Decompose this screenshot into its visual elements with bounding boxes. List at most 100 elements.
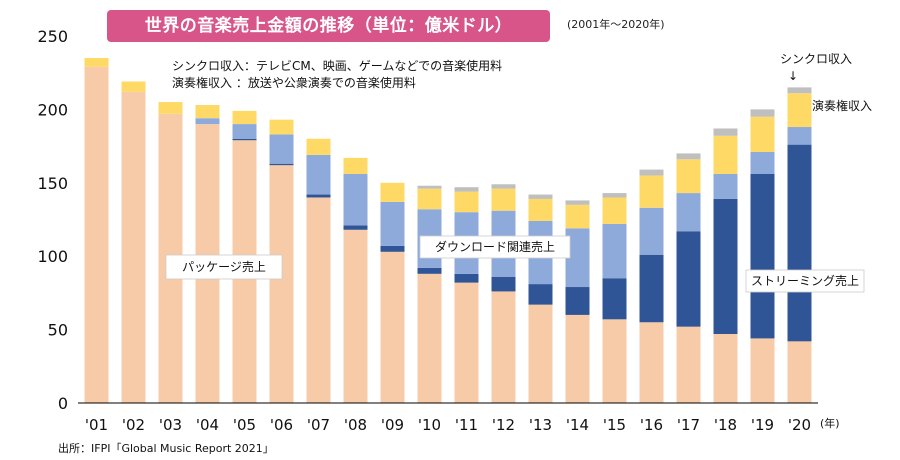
definition-performance: 演奏権収入 ：放送や公衆演奏での音楽使用料 [172, 76, 416, 90]
bar-segment-performance [565, 204, 590, 229]
annotation-sync: シンクロ収入 [780, 52, 852, 66]
annotation-download: ダウンロード関連売上 [435, 239, 555, 254]
definition-sync: シンクロ収入：テレビCM、映画、ゲームなどでの音楽使用料 [172, 59, 503, 73]
bar-segment-sync [602, 193, 627, 198]
bar-segment-performance [750, 116, 775, 152]
bar-segment-download [195, 118, 220, 125]
x-tick-label: '19 [751, 416, 774, 434]
y-tick-label: 50 [48, 321, 68, 340]
bar-segment-performance [306, 138, 331, 155]
bar-segment-package [343, 229, 368, 403]
bar-segment-package [528, 304, 553, 403]
x-tick-label: '05 [233, 416, 256, 434]
bar-segment-sync [639, 169, 664, 176]
bar-segment-performance [528, 198, 553, 221]
bar-segment-performance [195, 104, 220, 119]
bar-segment-package [491, 291, 516, 403]
bar-segment-performance [787, 93, 812, 128]
bar-segment-download [639, 207, 664, 255]
bar-segment-package [750, 338, 775, 403]
bar-segment-streaming [787, 144, 812, 342]
bar-segment-package [84, 66, 109, 403]
x-tick-label: '14 [566, 416, 589, 434]
x-tick-label: '09 [381, 416, 404, 434]
bar-segment-package [306, 197, 331, 403]
annotation-download-box [419, 235, 571, 259]
annotation-sync-arrow: ↓ [788, 69, 798, 83]
bar-segment-streaming [343, 225, 368, 230]
bar-segment-streaming [380, 245, 405, 252]
bar-segment-performance [491, 188, 516, 211]
annotation-streaming: ストリーミング売上 [751, 273, 859, 288]
bar-segment-performance [269, 119, 294, 135]
y-tick-label: 100 [37, 247, 68, 266]
bar-segment-sync [417, 185, 442, 189]
bar-segment-performance [639, 175, 664, 208]
x-tick-label: '10 [418, 416, 441, 434]
x-tick-label: '17 [677, 416, 700, 434]
x-tick-label: '07 [307, 416, 330, 434]
y-tick-label: 200 [37, 100, 68, 119]
x-tick-label: '13 [529, 416, 552, 434]
bar-segment-streaming [565, 287, 590, 315]
bar-segment-streaming [602, 278, 627, 320]
bar-segment-sync [713, 128, 738, 136]
bar-segment-sync [676, 153, 701, 160]
annotation-performance: 演奏権収入 [812, 98, 872, 113]
x-tick-label: '18 [714, 416, 737, 434]
bar-segment-performance [121, 81, 146, 92]
bar-segment-download [232, 124, 257, 139]
bar-segment-sync [565, 200, 590, 205]
bar-segment-performance [343, 157, 368, 174]
bar-segment-performance [380, 182, 405, 202]
bar-segment-package [121, 91, 146, 403]
bar-segment-download [306, 154, 331, 195]
bar-segment-performance [158, 102, 183, 114]
bar-segment-download [750, 151, 775, 174]
bar-segment-streaming [528, 284, 553, 305]
bar-segment-package [639, 322, 664, 403]
bar-segment-package [787, 341, 812, 403]
bar-segment-performance [602, 197, 627, 224]
bar-segment-package [417, 273, 442, 403]
bar-segment-streaming [750, 173, 775, 339]
y-tick-label: 250 [37, 27, 68, 46]
bar-segment-download [602, 223, 627, 279]
bar-segment-download [713, 173, 738, 199]
x-tick-label: '03 [159, 416, 182, 434]
bar-segment-package [565, 314, 590, 403]
bar-segment-download [787, 127, 812, 145]
bar-segment-package [713, 334, 738, 403]
bar-segment-performance [232, 110, 257, 125]
bar-segment-performance [713, 135, 738, 174]
bar-segment-sync [454, 187, 479, 192]
x-tick-label: '01 [85, 416, 108, 434]
bar-segment-package [602, 319, 627, 403]
bar-segment-download [380, 201, 405, 246]
chart-subtitle: (2001年～2020年) [567, 18, 665, 31]
bar-segment-streaming [676, 231, 701, 327]
annotation-streaming-box [745, 269, 865, 293]
bar-segment-package [454, 282, 479, 403]
x-tick-label: '12 [492, 416, 515, 434]
bar-segment-streaming [269, 163, 294, 166]
bar-segment-download [343, 173, 368, 226]
annotation-package: パッケージ売上 [182, 259, 266, 274]
bar-segment-streaming [491, 276, 516, 292]
y-tick-label: 150 [37, 174, 68, 193]
annotation-package-box [165, 254, 283, 280]
bar-segment-package [269, 165, 294, 403]
bar-segment-download [676, 193, 701, 232]
bar-segment-streaming [306, 194, 331, 198]
chart-title: 世界の音楽売上金額の推移（単位：億米ドル） [107, 10, 550, 42]
bar-segment-performance [417, 188, 442, 210]
definitions-block: シンクロ収入：テレビCM、映画、ゲームなどでの音楽使用料 演奏権収入 ：放送や公… [172, 58, 502, 92]
x-tick-label: '02 [122, 416, 145, 434]
bar-segment-sync [528, 194, 553, 199]
bar-segment-streaming [639, 254, 664, 323]
x-axis-unit-label: (年) [820, 416, 840, 430]
bar-segment-sync [787, 87, 812, 94]
x-tick-label: '16 [640, 416, 663, 434]
